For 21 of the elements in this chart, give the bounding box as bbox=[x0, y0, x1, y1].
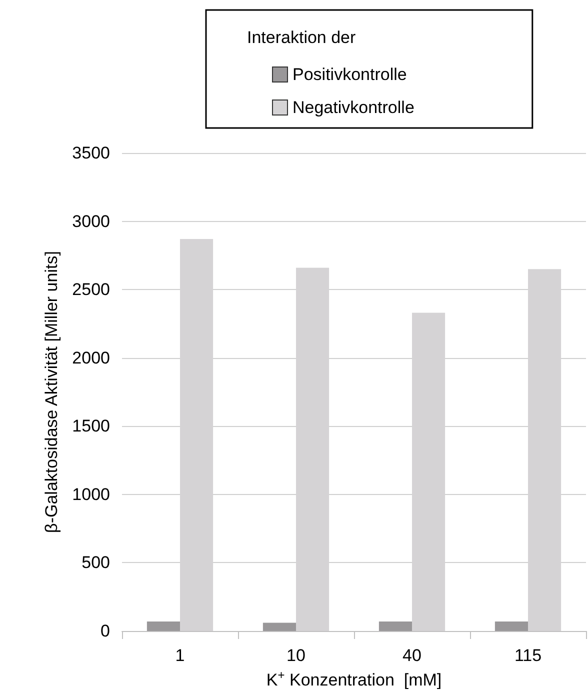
y-tick-label: 3000 bbox=[72, 212, 110, 231]
legend-title: Interaktion der bbox=[247, 28, 356, 47]
y-tick-label: 500 bbox=[82, 553, 110, 572]
x-tick-label: 40 bbox=[402, 646, 422, 665]
y-tick-label: 2500 bbox=[72, 280, 110, 300]
y-tick-label: 2000 bbox=[72, 348, 110, 368]
x-tick-label: 1 bbox=[175, 646, 185, 665]
y-tick-label: 0 bbox=[100, 622, 110, 640]
bar bbox=[378, 621, 412, 631]
x-tick-label: 115 bbox=[514, 646, 542, 665]
x-axis-title: K+ Konzentration [mM] bbox=[266, 668, 442, 690]
bar bbox=[262, 622, 296, 631]
bar bbox=[146, 621, 180, 631]
x-tick-label: 10 bbox=[286, 646, 306, 665]
y-tick-label: 1500 bbox=[72, 416, 110, 436]
y-tick-label: 3500 bbox=[72, 144, 110, 162]
y-axis-title: β-Galaktosidase Aktivität [Miller units] bbox=[42, 251, 61, 533]
legend-label: Positivkontrolle bbox=[292, 65, 407, 84]
legend-label: Negativkontrolle bbox=[292, 98, 414, 117]
bar bbox=[494, 621, 528, 631]
y-tick-label: 1000 bbox=[72, 484, 110, 504]
